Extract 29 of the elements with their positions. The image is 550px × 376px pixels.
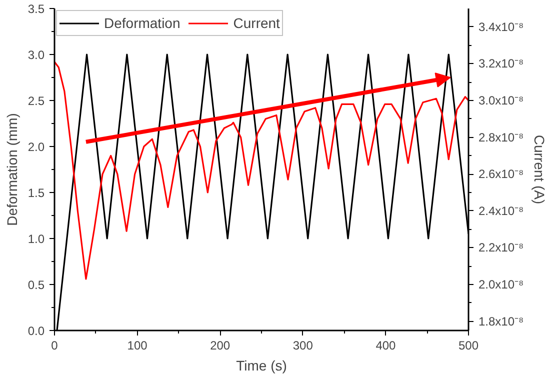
x-tick-label: 300 xyxy=(292,338,314,352)
y2-axis-title: Current (A) xyxy=(532,134,548,204)
line-series xyxy=(54,61,468,280)
y2-tick-label: 2.4x10⁻⁸ xyxy=(478,204,524,218)
legend-label: Current xyxy=(233,15,280,31)
y-tick-label: 2.0 xyxy=(28,140,45,154)
y2-tick-label: 3.0x10⁻⁸ xyxy=(478,94,524,108)
x-tick-label: 500 xyxy=(458,338,479,352)
y-tick-label: 0.5 xyxy=(28,278,45,292)
y2-tick-label: 2.0x10⁻⁸ xyxy=(478,278,524,292)
x-tick-label: 100 xyxy=(127,338,148,352)
legend-label: Deformation xyxy=(104,15,180,31)
y-tick-label: 2.5 xyxy=(28,94,45,108)
y2-tick-label: 3.4x10⁻⁸ xyxy=(478,20,524,34)
y-tick-label: 1.0 xyxy=(28,232,45,246)
y2-tick-label: 2.8x10⁻⁸ xyxy=(478,130,524,144)
x-tick-label: 400 xyxy=(376,338,396,352)
y-axis-title: Deformation (mm) xyxy=(4,113,20,226)
y2-tick-label: 2.2x10⁻⁸ xyxy=(478,240,524,255)
x-axis-title: Time (s) xyxy=(236,358,287,374)
x-tick-label: 0 xyxy=(51,338,58,352)
x-tick-label: 200 xyxy=(210,338,230,352)
y-tick-label: 3.0 xyxy=(28,48,45,62)
y2-tick-label: 1.8x10⁻⁸ xyxy=(478,314,524,328)
y-tick-label: 1.5 xyxy=(28,186,45,200)
y-tick-label: 0.0 xyxy=(28,324,45,338)
y2-tick-label: 2.6x10⁻⁸ xyxy=(478,167,524,182)
y-tick-label: 3.5 xyxy=(28,2,45,16)
y2-tick-label: 3.2x10⁻⁸ xyxy=(478,56,524,71)
